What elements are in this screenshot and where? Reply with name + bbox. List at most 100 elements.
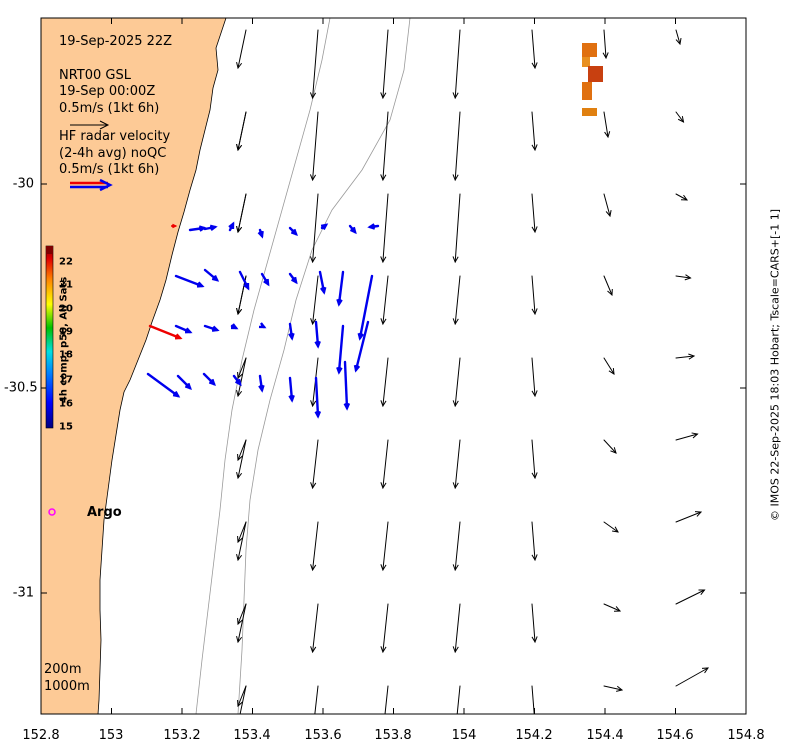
model-legend-line1: NRT00 GSL (59, 68, 131, 83)
model-arrow (384, 685, 389, 714)
y-tick-label: -30 (12, 176, 34, 192)
model-arrow (531, 193, 538, 234)
radar-arrow (146, 372, 181, 398)
model-arrow (675, 511, 703, 523)
radar-arrow (314, 320, 321, 349)
model-arrow (531, 29, 538, 70)
model-arrow (380, 357, 389, 408)
sst-patch (582, 43, 603, 116)
model-arrow (237, 603, 247, 626)
model-arrow (603, 275, 613, 297)
model-current-arrows (236, 29, 710, 714)
model-arrow (236, 29, 247, 70)
model-arrow (675, 589, 706, 605)
model-arrow (237, 357, 247, 380)
x-tick-label: 153.6 (304, 728, 342, 743)
radar-arrow (318, 270, 327, 295)
colorbar-top-patch (46, 246, 53, 254)
isobath-200m (195, 18, 331, 714)
radar-arrow (188, 225, 207, 232)
model-arrow (452, 357, 461, 408)
model-arrow (452, 603, 461, 654)
isobath-200m-label: 200m (44, 662, 82, 677)
x-tick-label: 154.2 (515, 728, 553, 743)
model-arrow (310, 439, 319, 490)
model-arrow (603, 603, 622, 612)
radar-velocity-arrows (146, 221, 380, 419)
radar-legend-line2: (2-4h avg) noQC (59, 146, 167, 161)
radar-arrow (288, 226, 298, 236)
radar-arrow (353, 320, 370, 373)
model-arrow (237, 521, 247, 544)
x-tick-label: 152.8 (22, 728, 60, 743)
model-arrow (380, 29, 389, 100)
radar-arrow (288, 272, 298, 285)
radar-arrow (171, 223, 178, 229)
radar-arrow (336, 324, 345, 375)
model-arrow (531, 439, 538, 480)
radar-arrow (148, 324, 183, 340)
model-arrow (309, 193, 319, 264)
x-tick-label: 154.6 (656, 728, 694, 743)
model-arrow (456, 685, 461, 714)
radar-arrow (174, 324, 193, 334)
model-arrow (237, 685, 247, 708)
radar-arrow (176, 374, 192, 390)
x-tick-label: 153 (98, 728, 124, 743)
radar-arrow (288, 376, 295, 403)
radar-arrow (174, 274, 205, 288)
model-arrow (531, 111, 538, 152)
model-arrow (380, 439, 389, 490)
isobath-1000m-label: 1000m (44, 679, 90, 694)
radar-arrow (202, 372, 216, 386)
radar-arrow (348, 224, 357, 235)
radar-arrow (203, 324, 220, 332)
axis-ticks (40, 18, 747, 714)
colorbar-tick: 15 (59, 421, 73, 433)
model-arrow (675, 29, 682, 46)
model-legend-line3: 0.5m/s (1kt 6h) (59, 101, 160, 116)
model-arrow (675, 111, 685, 123)
argo-float-marker[interactable] (48, 508, 56, 516)
model-arrow (452, 521, 461, 572)
model-arrow (380, 603, 389, 654)
model-arrow (531, 357, 538, 398)
model-arrow (452, 275, 461, 326)
radar-arrow (314, 376, 322, 419)
model-arrow (452, 439, 461, 490)
model-arrow (380, 111, 389, 182)
isobath-1000m (237, 18, 411, 714)
model-arrow (675, 353, 696, 360)
model-arrow (236, 603, 247, 644)
model-arrow (309, 111, 319, 182)
radar-legend-line1: HF radar velocity (59, 129, 171, 144)
model-arrow (236, 193, 247, 234)
model-arrow (675, 274, 692, 281)
radar-arrow (288, 322, 295, 341)
model-arrow (310, 521, 319, 572)
x-tick-label: 154 (451, 728, 477, 743)
model-arrow (531, 603, 538, 644)
radar-arrow (257, 228, 264, 239)
colorbar-label: 4h comp, p50, All Sats (58, 276, 70, 404)
model-arrow (452, 29, 461, 100)
model-arrow (310, 603, 319, 654)
colorbar-tick: 16 (59, 398, 73, 410)
map-title: 19-Sep-2025 22Z (59, 34, 173, 49)
model-arrow (531, 685, 535, 714)
radar-arrow (260, 272, 270, 287)
model-arrow (675, 432, 699, 441)
colorbar-tick: 20 (59, 303, 73, 315)
colorbar-tick: 21 (59, 279, 73, 291)
model-arrow (239, 685, 247, 714)
y-tick-label: -31 (12, 585, 34, 601)
radar-arrow (238, 270, 250, 291)
model-arrow (314, 685, 319, 714)
radar-arrow (357, 274, 374, 341)
model-arrow (603, 357, 615, 375)
model-arrow (603, 685, 624, 692)
model-legend-arrow (70, 120, 110, 130)
radar-arrow (258, 374, 265, 393)
radar-arrow (203, 268, 220, 282)
x-tick-label: 154.8 (727, 728, 765, 743)
